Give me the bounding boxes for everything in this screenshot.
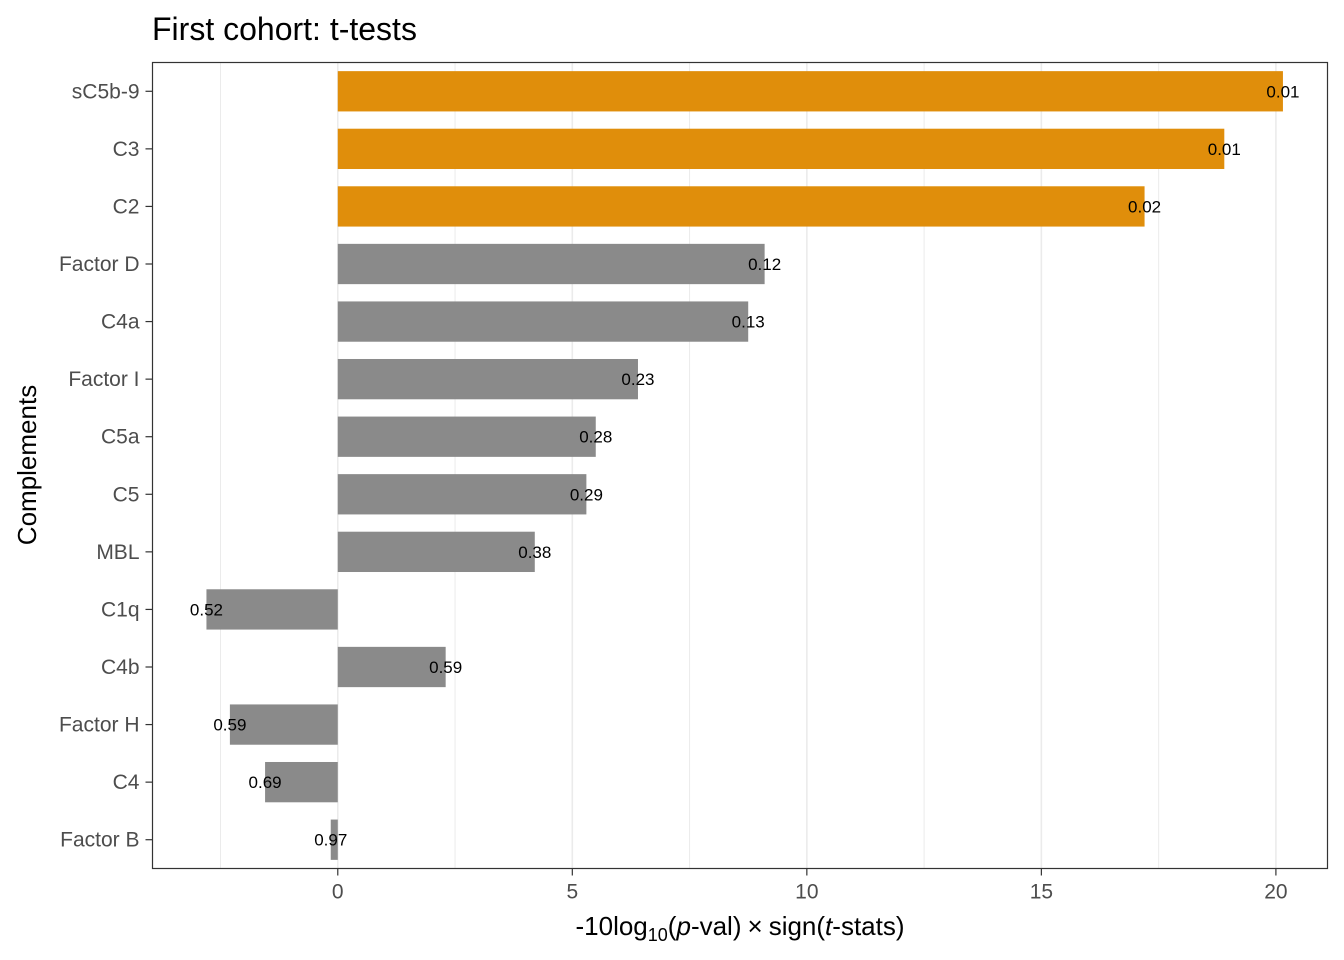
y-tick-label: C4a [101,311,140,334]
data-label: 0.28 [579,428,612,447]
bar-sc5b-9 [337,71,1283,112]
data-label: 0.12 [748,255,781,274]
y-tick-label: Factor B [60,829,139,852]
data-label: 0.01 [1208,140,1241,159]
y-tick-label: C1q [101,598,140,621]
data-label: 0.97 [314,831,347,850]
gridlines [220,62,1277,869]
y-axis: sC5b-9 C3 C2 Factor D C4a Factor I C5a C5 MBL C1q… [59,80,153,852]
bars [206,71,1283,860]
bar-factor-d [337,243,765,285]
bar-c5 [337,474,587,515]
y-tick-label: C4 [113,771,140,794]
data-labels: 0.01 0.01 0.02 0.12 0.13 0.23 0.28 0.29 0.38 0.52… [190,82,1300,849]
bar-c4a [337,301,749,342]
y-tick-label: C4b [101,656,140,679]
bar-c5a [337,416,596,457]
data-label: 0.59 [429,658,462,677]
x-tick-label: 0 [332,881,344,904]
bar-factor-h [229,704,338,745]
data-label: 0.29 [570,485,603,504]
data-label: 0.01 [1266,82,1299,101]
bar-c4b [337,646,446,688]
x-tick-label: 15 [1030,881,1053,904]
y-tick-label: Factor I [68,368,139,391]
y-tick-label: MBL [96,541,139,564]
bar-c2 [337,186,1145,227]
bar-c4 [265,761,338,803]
data-label: 0.38 [518,543,551,562]
bar-mbl [337,531,535,573]
x-axis-title: -10log10(p-val) × sign(t-stats) [575,911,904,945]
y-tick-label: Factor H [59,714,140,737]
x-tick-label: 10 [795,881,818,904]
data-label: 0.69 [249,773,282,792]
bar-c1q [206,589,338,630]
x-tick-label: 20 [1264,881,1287,904]
data-label: 0.13 [732,313,765,332]
chart-title: First cohort: t-tests [152,11,417,47]
y-tick-label: C5 [113,483,140,506]
plot-panel-border [151,61,1329,870]
data-label: 0.23 [621,370,654,389]
y-tick-label: C2 [113,195,140,218]
y-tick-label: sC5b-9 [72,80,140,103]
bar-c3 [337,128,1225,170]
y-tick-label: C5a [101,426,140,449]
data-label: 0.52 [190,600,223,619]
y-tick-label: Factor D [59,253,140,276]
x-axis: 0 5 10 15 20 [332,868,1288,904]
bar-factor-i [337,358,638,400]
y-axis-title: Complements [12,385,42,545]
bar-factor-b [330,819,338,860]
data-label: 0.59 [213,716,246,735]
y-tick-label: C3 [113,138,140,161]
x-tick-label: 5 [566,881,578,904]
data-label: 0.02 [1128,197,1161,216]
